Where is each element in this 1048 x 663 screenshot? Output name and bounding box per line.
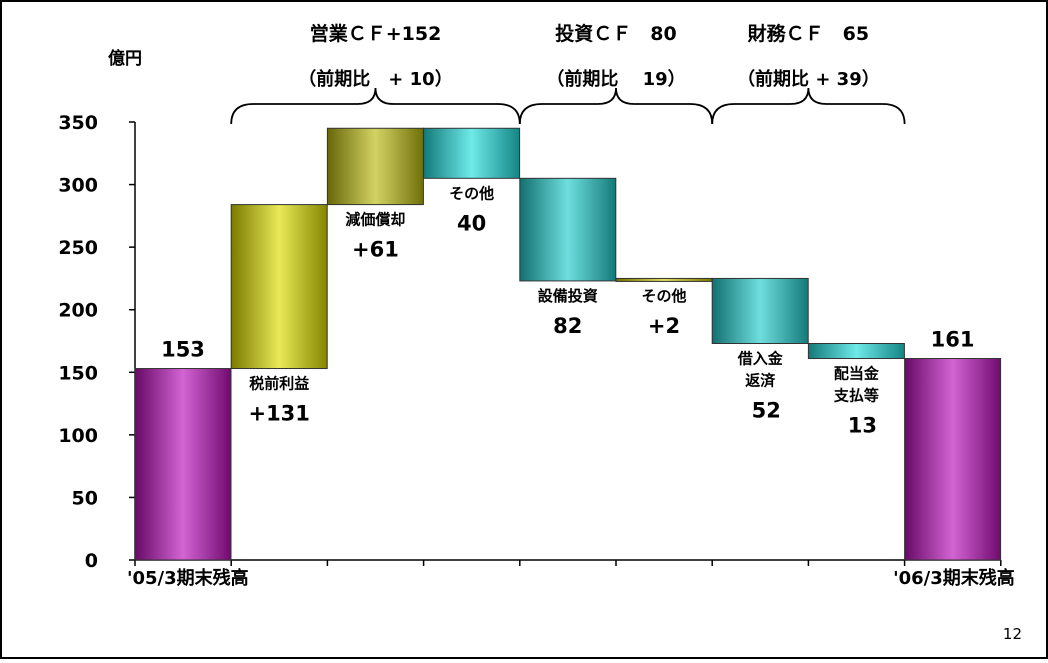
bar-category-label: その他 bbox=[449, 184, 494, 202]
y-tick-label: 300 bbox=[58, 175, 98, 197]
y-tick-label: 250 bbox=[58, 237, 98, 259]
y-tick-label: 100 bbox=[58, 425, 98, 447]
y-tick-label: 150 bbox=[58, 362, 98, 384]
y-axis-label: 億円 bbox=[108, 48, 142, 69]
group-title: 投資ＣＦ 80 bbox=[555, 22, 676, 45]
bar-category-label: その他 bbox=[641, 287, 686, 305]
group-brace bbox=[711, 87, 906, 125]
bar-value-label: 40 bbox=[457, 211, 486, 235]
group-brace bbox=[518, 87, 714, 125]
bars bbox=[134, 127, 1002, 561]
bar bbox=[904, 358, 1002, 561]
group-comparison: （前期比 + 39） bbox=[737, 68, 880, 90]
bar bbox=[615, 277, 713, 282]
bar-value-label: +61 bbox=[352, 238, 399, 262]
bar bbox=[134, 368, 232, 561]
group-title: 営業ＣＦ+152 bbox=[310, 22, 442, 45]
x-label-start-balance: '05/3期末残高 bbox=[127, 567, 249, 589]
y-tick-label: 350 bbox=[58, 112, 98, 134]
bar-category-label: 配当金 bbox=[834, 365, 880, 383]
bar-value-label: 13 bbox=[848, 414, 877, 438]
bar-category-label: 減価償却 bbox=[345, 211, 405, 229]
bar bbox=[326, 127, 424, 206]
group-annotations: 営業ＣＦ+152 （前期比 + 10） 投資ＣＦ 80 （前期比 19） 財務ＣＦ 65… bbox=[230, 22, 906, 125]
bar bbox=[807, 343, 905, 360]
x-label-end-balance: '06/3期末残高 bbox=[893, 567, 1015, 589]
group-comparison: （前期比 + 10） bbox=[298, 68, 452, 90]
page-number: 12 bbox=[1003, 625, 1022, 643]
bar-category-label: 返済 bbox=[745, 372, 776, 390]
connectors bbox=[231, 127, 905, 370]
bar-value-label: +131 bbox=[248, 402, 309, 426]
bar-value-label: 52 bbox=[752, 399, 781, 423]
bar-value-label: 153 bbox=[161, 338, 205, 362]
group-title: 財務ＣＦ 65 bbox=[748, 22, 869, 45]
axes: 0 50 100 150 200 250 300 350 bbox=[58, 112, 1002, 572]
bar-category-label: 支払等 bbox=[833, 387, 879, 405]
bar bbox=[711, 277, 809, 345]
bar-category-label: 税前利益 bbox=[249, 375, 309, 393]
group-comparison: （前期比 19） bbox=[546, 68, 685, 90]
bar-category-label: 設備投資 bbox=[538, 287, 598, 305]
bar-value-label: 82 bbox=[553, 314, 582, 338]
group-brace bbox=[230, 87, 521, 125]
bar bbox=[519, 177, 617, 282]
y-tick-label: 200 bbox=[58, 300, 98, 322]
y-tick-label: 0 bbox=[85, 550, 98, 572]
bar-value-label: 161 bbox=[931, 328, 975, 352]
bar bbox=[423, 127, 521, 179]
bar bbox=[230, 204, 328, 370]
bar-value-label: +2 bbox=[648, 314, 680, 338]
y-tick-label: 50 bbox=[72, 487, 98, 509]
bar-category-label: 借入金 bbox=[737, 350, 784, 368]
